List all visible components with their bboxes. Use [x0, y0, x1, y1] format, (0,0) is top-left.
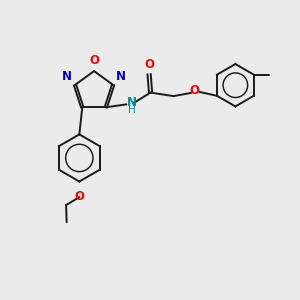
Text: O: O [89, 54, 99, 67]
Text: O: O [74, 190, 84, 203]
Text: O: O [189, 84, 199, 97]
Text: N: N [62, 70, 72, 83]
Text: N: N [116, 70, 126, 83]
Text: O: O [144, 58, 154, 71]
Text: N: N [127, 96, 137, 110]
Text: H: H [128, 105, 135, 115]
